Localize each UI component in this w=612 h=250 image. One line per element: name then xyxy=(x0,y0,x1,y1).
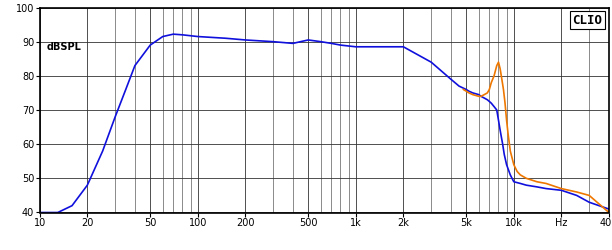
Text: CLIO: CLIO xyxy=(572,14,602,27)
Text: dBSPL: dBSPL xyxy=(47,42,81,52)
